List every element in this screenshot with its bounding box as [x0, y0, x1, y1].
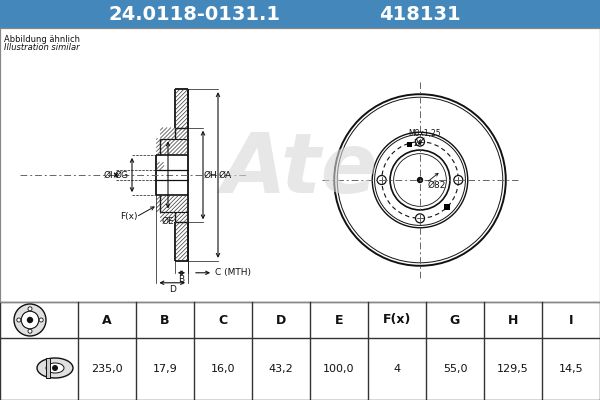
- Text: B: B: [160, 314, 170, 326]
- Text: B: B: [178, 275, 185, 284]
- Bar: [46, 358, 50, 378]
- Bar: [0, 0, 600, 28]
- Text: Abbildung ähnlich: Abbildung ähnlich: [4, 35, 80, 44]
- Text: ØI: ØI: [103, 170, 113, 180]
- Text: ØG: ØG: [115, 170, 129, 180]
- Circle shape: [454, 176, 463, 184]
- Ellipse shape: [46, 363, 64, 373]
- Text: 129,5: 129,5: [497, 364, 529, 374]
- Text: D: D: [276, 314, 286, 326]
- Text: 235,0: 235,0: [91, 364, 123, 374]
- Circle shape: [418, 178, 422, 182]
- Text: Ø82: Ø82: [428, 180, 446, 190]
- Text: F(x): F(x): [120, 212, 137, 222]
- Text: A: A: [102, 314, 112, 326]
- Bar: [0, 28, 600, 302]
- Text: 14,5: 14,5: [559, 364, 583, 374]
- Circle shape: [39, 318, 43, 322]
- Circle shape: [17, 318, 21, 322]
- Text: 418131: 418131: [379, 4, 461, 24]
- Text: C: C: [218, 314, 227, 326]
- Text: 2x: 2x: [414, 140, 423, 148]
- Bar: [407, 142, 412, 147]
- Text: 43,2: 43,2: [269, 364, 293, 374]
- Text: D: D: [169, 285, 176, 294]
- Text: Illustration similar: Illustration similar: [4, 43, 80, 52]
- Text: 55,0: 55,0: [443, 364, 467, 374]
- Circle shape: [27, 317, 33, 323]
- Circle shape: [52, 365, 58, 371]
- Bar: [444, 204, 450, 210]
- Text: ØE: ØE: [161, 216, 175, 226]
- Circle shape: [21, 311, 39, 329]
- Circle shape: [377, 176, 386, 184]
- Text: F(x): F(x): [383, 314, 411, 326]
- Text: ØA: ØA: [219, 170, 232, 180]
- Text: H: H: [508, 314, 518, 326]
- Text: 17,9: 17,9: [152, 364, 178, 374]
- Circle shape: [390, 150, 450, 210]
- Circle shape: [415, 214, 425, 223]
- Text: G: G: [450, 314, 460, 326]
- Text: ØH: ØH: [204, 170, 218, 180]
- Text: 4: 4: [394, 364, 401, 374]
- Bar: [0, 302, 600, 400]
- Text: I: I: [569, 314, 573, 326]
- Circle shape: [28, 307, 32, 311]
- Circle shape: [28, 329, 32, 333]
- Text: 24.0118-0131.1: 24.0118-0131.1: [109, 4, 281, 24]
- Text: Ate: Ate: [222, 130, 378, 210]
- Text: C (MTH): C (MTH): [215, 268, 251, 277]
- Circle shape: [14, 304, 46, 336]
- Text: 16,0: 16,0: [211, 364, 235, 374]
- Bar: [0, 28, 600, 302]
- Text: E: E: [335, 314, 343, 326]
- Bar: [0, 302, 600, 400]
- Ellipse shape: [37, 358, 73, 378]
- Text: 100,0: 100,0: [323, 364, 355, 374]
- Circle shape: [415, 137, 425, 146]
- Text: M8x1,25: M8x1,25: [408, 129, 440, 138]
